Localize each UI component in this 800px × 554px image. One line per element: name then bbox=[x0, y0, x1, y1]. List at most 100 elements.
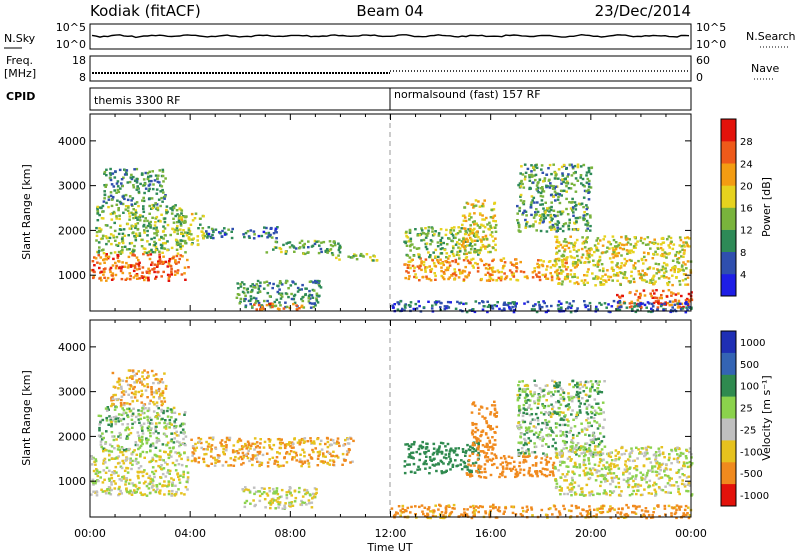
velocity-cell bbox=[485, 442, 489, 446]
power-cell bbox=[634, 243, 638, 246]
power-cell bbox=[153, 232, 156, 235]
velocity-cell bbox=[473, 464, 476, 467]
power-cell bbox=[585, 207, 589, 211]
velocity-cell bbox=[303, 460, 306, 463]
velocity-cell bbox=[214, 461, 217, 464]
power-cell bbox=[557, 307, 560, 310]
power-cell bbox=[116, 188, 120, 192]
power-cell bbox=[154, 174, 158, 177]
power-cell bbox=[573, 282, 576, 285]
velocity-cell bbox=[493, 453, 496, 456]
power-cell bbox=[646, 236, 650, 239]
power-cell bbox=[255, 283, 259, 286]
power-cell bbox=[405, 240, 408, 243]
power-cell bbox=[513, 264, 516, 267]
velocity-cell bbox=[117, 455, 121, 458]
power-y-tick-label: 3000 bbox=[58, 180, 86, 193]
velocity-cell bbox=[580, 428, 584, 431]
power-cell bbox=[614, 274, 618, 277]
power-cell bbox=[447, 266, 450, 269]
power-cell bbox=[658, 296, 662, 300]
velocity-cell bbox=[280, 495, 283, 498]
velocity-cell bbox=[178, 481, 182, 484]
velocity-cell bbox=[209, 450, 213, 453]
power-cell bbox=[148, 170, 151, 173]
power-cell bbox=[125, 173, 128, 176]
velocity-cell bbox=[555, 382, 558, 385]
power-cell bbox=[531, 199, 534, 202]
velocity-cell bbox=[417, 447, 421, 451]
power-cell bbox=[650, 294, 653, 298]
power-cell bbox=[581, 242, 585, 245]
power-cell bbox=[244, 294, 247, 297]
power-cell bbox=[538, 307, 542, 310]
velocity-cell bbox=[258, 452, 261, 455]
power-cell bbox=[614, 241, 618, 244]
power-cell bbox=[101, 210, 104, 213]
velocity-cell bbox=[545, 453, 548, 456]
power-cell bbox=[153, 236, 156, 240]
velocity-cell bbox=[528, 399, 532, 402]
power-cell bbox=[556, 220, 560, 223]
velocity-cell bbox=[551, 444, 554, 448]
power-cell bbox=[586, 223, 589, 226]
power-cell bbox=[561, 246, 564, 249]
power-cell bbox=[579, 165, 583, 168]
velocity-cell bbox=[517, 448, 520, 452]
station-title: Kodiak (fitACF) bbox=[90, 2, 201, 20]
velocity-cell bbox=[108, 443, 112, 446]
power-cell bbox=[597, 260, 601, 263]
power-cell bbox=[486, 223, 489, 226]
velocity-cell bbox=[228, 436, 232, 440]
velocity-cell bbox=[177, 488, 180, 491]
power-cell bbox=[634, 261, 637, 265]
power-cell bbox=[502, 257, 506, 260]
power-cell bbox=[674, 298, 677, 302]
power-cell bbox=[148, 271, 151, 275]
power-cell bbox=[142, 210, 146, 213]
velocity-cell bbox=[407, 444, 411, 448]
power-cell bbox=[145, 226, 148, 229]
velocity-cell bbox=[283, 456, 286, 460]
velocity-cell bbox=[115, 471, 118, 474]
power-cell bbox=[637, 270, 640, 273]
power-cell bbox=[660, 303, 663, 306]
power-cell bbox=[114, 273, 118, 277]
velocity-cell bbox=[289, 487, 292, 490]
velocity-cell bbox=[329, 459, 332, 462]
power-cell bbox=[132, 186, 136, 189]
power-cell bbox=[583, 274, 586, 277]
velocity-cell bbox=[309, 439, 313, 443]
velocity-cell bbox=[102, 469, 106, 472]
velocity-cell bbox=[232, 458, 236, 462]
power-cell bbox=[257, 301, 261, 305]
power-cell bbox=[111, 172, 115, 175]
power-cell bbox=[255, 299, 258, 303]
power-cell bbox=[163, 247, 167, 250]
velocity-cell bbox=[525, 393, 528, 396]
velocity-cell bbox=[526, 384, 530, 387]
power-cell bbox=[96, 261, 99, 264]
power-cell bbox=[549, 208, 553, 212]
velocity-cell bbox=[140, 394, 143, 398]
velocity-cell bbox=[97, 434, 101, 437]
power-cell bbox=[546, 265, 549, 268]
velocity-cell bbox=[306, 459, 310, 462]
power-cell bbox=[485, 245, 489, 248]
velocity-cell bbox=[444, 445, 447, 448]
power-cell bbox=[135, 256, 139, 259]
power-cell bbox=[494, 237, 497, 240]
power-cell bbox=[175, 226, 179, 230]
velocity-cell bbox=[477, 445, 480, 448]
velocity-cell bbox=[310, 457, 314, 460]
power-cell bbox=[227, 228, 230, 231]
power-cell bbox=[154, 242, 158, 245]
velocity-cell bbox=[170, 477, 173, 480]
power-cell bbox=[117, 207, 120, 210]
power-cell bbox=[684, 236, 687, 240]
power-cell bbox=[293, 293, 297, 297]
velocity-cell bbox=[563, 443, 567, 446]
power-cell bbox=[189, 223, 193, 226]
velocity-cell bbox=[590, 424, 593, 428]
velocity-cell bbox=[251, 458, 254, 461]
